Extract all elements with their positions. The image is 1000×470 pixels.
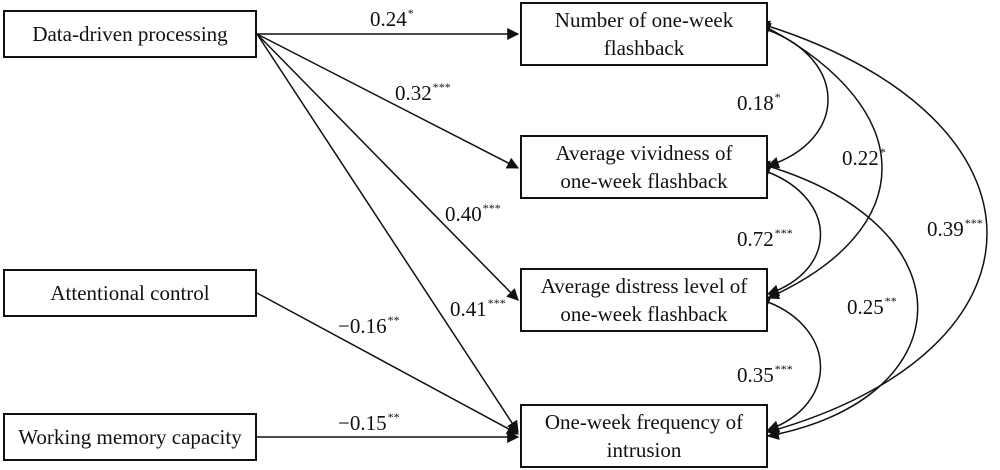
corr-vividness-intrusion-sig: ** xyxy=(884,294,897,308)
corr-number-distress-label: 0.22* xyxy=(842,145,886,171)
outcome-intrusion-line1: One-week frequency of xyxy=(544,410,744,434)
coef-dd-number: 0.24* xyxy=(370,6,414,32)
coef-ac-intrusion-sig: ** xyxy=(387,313,400,327)
corr-number-intrusion-sig: *** xyxy=(964,216,983,230)
predictor-data-driven-label: Data-driven processing xyxy=(32,22,228,46)
path-dd-distress xyxy=(256,33,519,301)
corr-number-intrusion xyxy=(757,20,988,435)
coef-dd-vividness: 0.32*** xyxy=(395,80,451,106)
corr-number-intrusion-label: 0.39*** xyxy=(927,216,983,242)
corr-vividness-intrusion xyxy=(757,160,919,440)
path-dd-intrusion xyxy=(256,33,519,434)
coef-dd-distress-value: 0.40 xyxy=(445,202,482,226)
corr-number-vividness-value: 0.18 xyxy=(737,91,774,115)
outcome-vividness: Average vividness of one-week flashback xyxy=(520,135,768,199)
coef-dd-number-value: 0.24 xyxy=(370,7,407,31)
corr-number-vividness-label: 0.18* xyxy=(737,90,781,116)
corr-number-intrusion-value: 0.39 xyxy=(927,217,964,241)
predictor-attentional-control-label: Attentional control xyxy=(50,281,210,305)
outcome-vividness-line2: one-week flashback xyxy=(560,169,728,193)
corr-vividness-distress-sig: *** xyxy=(774,226,793,240)
coef-ac-intrusion: −0.16** xyxy=(338,313,400,339)
path-dd-vividness xyxy=(256,33,520,169)
coef-dd-distress: 0.40*** xyxy=(445,201,501,227)
corr-number-vividness-sig: * xyxy=(774,90,781,104)
coef-ac-intrusion-value: −0.16 xyxy=(338,314,387,338)
corr-distress-intrusion-label: 0.35*** xyxy=(737,362,793,388)
path-ac-intrusion xyxy=(256,292,520,435)
corr-distress-intrusion-value: 0.35 xyxy=(737,363,774,387)
outcome-number-line2: flashback xyxy=(603,36,685,60)
predictor-attentional-control: Attentional control xyxy=(3,269,257,317)
coef-dd-intrusion: 0.41*** xyxy=(450,296,506,322)
corr-distress-intrusion xyxy=(757,296,822,433)
corr-vividness-distress xyxy=(757,166,822,297)
coef-dd-intrusion-sig: *** xyxy=(487,296,506,310)
corr-number-distress-value: 0.22 xyxy=(842,146,879,170)
outcome-number-flashback: Number of one-week flashback xyxy=(520,2,768,66)
predictor-data-driven: Data-driven processing xyxy=(3,10,257,58)
corr-vividness-intrusion-label: 0.25** xyxy=(847,294,897,320)
corr-vividness-distress-value: 0.72 xyxy=(737,227,774,251)
outcome-number-line1: Number of one-week xyxy=(554,8,734,32)
corr-number-distress-sig: * xyxy=(879,145,886,159)
outcome-distress-line2: one-week flashback xyxy=(560,302,728,326)
predictor-working-memory: Working memory capacity xyxy=(3,413,257,461)
outcome-distress-line1: Average distress level of xyxy=(540,274,748,298)
corr-distress-intrusion-sig: *** xyxy=(774,362,793,376)
coef-dd-distress-sig: *** xyxy=(482,201,501,215)
coef-dd-vividness-sig: *** xyxy=(432,80,451,94)
coef-dd-intrusion-value: 0.41 xyxy=(450,297,487,321)
coef-wm-intrusion-value: −0.15 xyxy=(338,411,387,435)
corr-number-distress xyxy=(758,22,883,300)
coef-wm-intrusion: −0.15** xyxy=(338,410,400,436)
coef-dd-vividness-value: 0.32 xyxy=(395,81,432,105)
outcome-vividness-line1: Average vividness of xyxy=(555,141,733,165)
coef-wm-intrusion-sig: ** xyxy=(387,410,400,424)
outcome-intrusion-line2: intrusion xyxy=(606,438,682,462)
outcome-distress: Average distress level of one-week flash… xyxy=(520,268,768,332)
coef-dd-number-sig: * xyxy=(407,6,414,20)
corr-vividness-intrusion-value: 0.25 xyxy=(847,295,884,319)
outcome-intrusion: One-week frequency of intrusion xyxy=(520,404,768,468)
corr-vividness-distress-label: 0.72*** xyxy=(737,226,793,252)
predictor-working-memory-label: Working memory capacity xyxy=(18,425,242,449)
